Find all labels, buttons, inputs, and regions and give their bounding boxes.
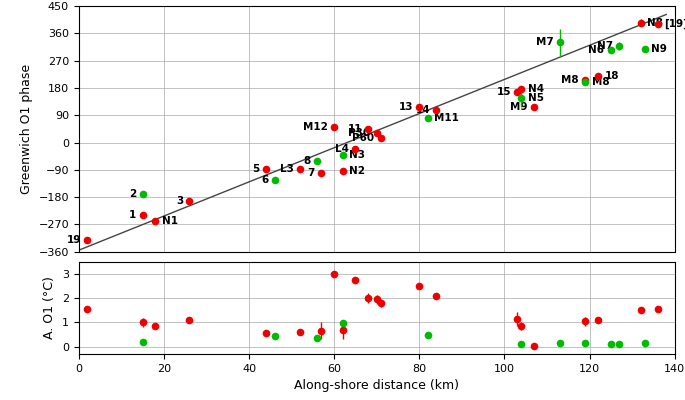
- Text: N6: N6: [588, 45, 604, 55]
- Text: N2: N2: [349, 166, 365, 176]
- Text: [19]: [19]: [664, 19, 685, 29]
- Text: 8: 8: [303, 156, 311, 166]
- Text: M12: M12: [303, 122, 328, 132]
- Text: M8: M8: [561, 75, 579, 85]
- Text: L3: L3: [280, 164, 294, 174]
- Text: M8: M8: [592, 77, 610, 87]
- Text: M9: M9: [510, 102, 528, 112]
- Text: P60: P60: [353, 133, 375, 143]
- Text: 14: 14: [415, 105, 430, 115]
- Text: 1: 1: [129, 210, 136, 220]
- Y-axis label: A. O1 (°C): A. O1 (°C): [43, 276, 56, 339]
- Text: N5: N5: [528, 93, 544, 103]
- Text: N1: N1: [162, 216, 178, 226]
- Text: L4: L4: [335, 144, 349, 154]
- Text: N9: N9: [651, 44, 667, 54]
- Text: 18: 18: [604, 71, 619, 81]
- Text: 5: 5: [253, 164, 260, 174]
- Text: 3: 3: [176, 196, 183, 206]
- Text: 7: 7: [308, 168, 315, 178]
- Text: 15: 15: [497, 88, 511, 98]
- Y-axis label: Greenwich O1 phase: Greenwich O1 phase: [20, 64, 33, 194]
- Text: 19: 19: [66, 235, 81, 245]
- Text: 11: 11: [347, 124, 362, 134]
- Text: N4: N4: [528, 84, 544, 94]
- Text: M11: M11: [434, 113, 459, 123]
- Text: 2: 2: [129, 189, 136, 199]
- X-axis label: Along-shore distance (km): Along-shore distance (km): [295, 379, 459, 392]
- Text: M7: M7: [536, 38, 553, 48]
- Text: N7: N7: [597, 41, 613, 51]
- Text: N8: N8: [647, 18, 663, 28]
- Text: 13: 13: [399, 102, 413, 112]
- Text: N3: N3: [349, 150, 365, 160]
- Text: P30: P30: [348, 128, 371, 138]
- Text: 6: 6: [261, 174, 269, 184]
